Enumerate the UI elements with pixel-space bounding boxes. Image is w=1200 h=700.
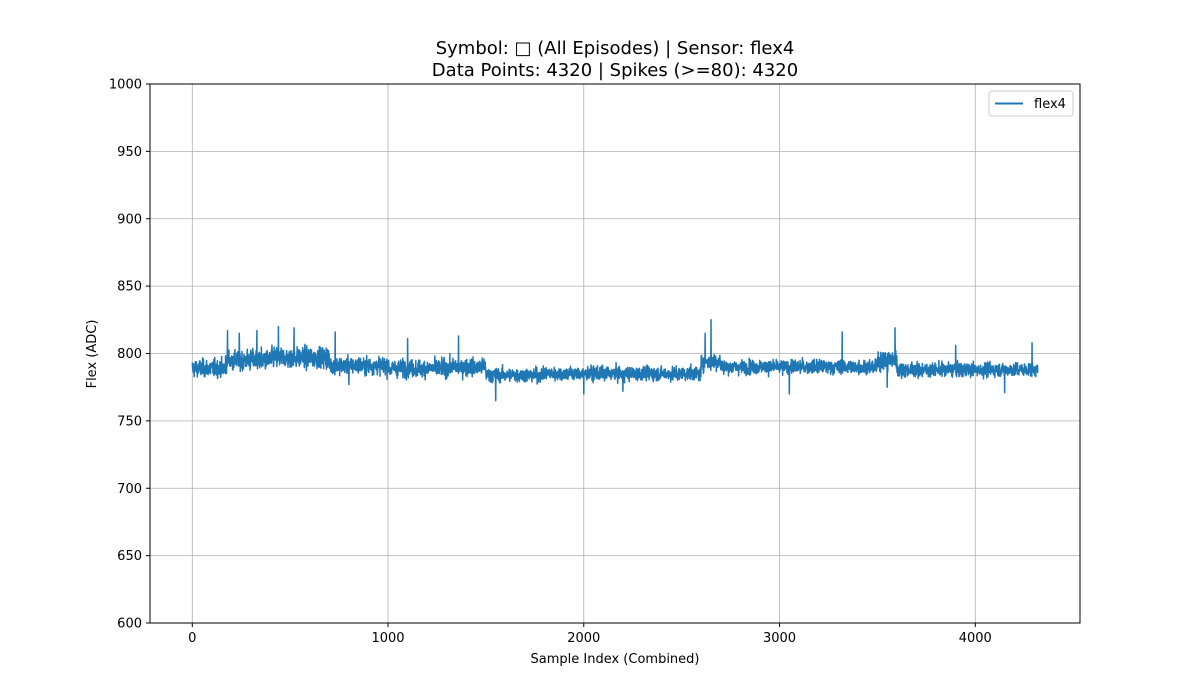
x-axis: 0 1000 2000 3000 4000 <box>188 623 992 646</box>
x-tick-label: 0 <box>188 631 196 646</box>
y-axis: 600 650 700 750 800 850 900 950 1000 <box>109 78 150 632</box>
x-tick-label: 4000 <box>959 631 992 646</box>
y-tick-label: 900 <box>117 212 142 227</box>
y-axis-label: Flex (ADC) <box>85 320 100 389</box>
y-tick-label: 950 <box>117 145 142 160</box>
x-tick-label: 3000 <box>763 631 796 646</box>
y-tick-label: 650 <box>117 549 142 564</box>
y-tick-label: 850 <box>117 280 142 295</box>
series-layer <box>191 319 1039 402</box>
series-line-flex4 <box>191 319 1039 402</box>
y-tick-label: 600 <box>117 617 142 632</box>
y-tick-label: 700 <box>117 482 142 497</box>
legend-label: flex4 <box>1034 97 1066 112</box>
chart-title-line1: Symbol: □ (All Episodes) | Sensor: flex4 <box>436 38 795 59</box>
y-tick-label: 750 <box>117 414 142 429</box>
x-tick-label: 2000 <box>567 631 600 646</box>
y-tick-label: 1000 <box>109 78 142 93</box>
y-tick-label: 800 <box>117 347 142 362</box>
x-tick-label: 1000 <box>371 631 404 646</box>
legend: flex4 <box>988 90 1074 117</box>
legend-box <box>988 90 1074 117</box>
x-axis-label: Sample Index (Combined) <box>531 652 700 667</box>
chart-title-line2: Data Points: 4320 | Spikes (>=80): 4320 <box>432 60 798 81</box>
